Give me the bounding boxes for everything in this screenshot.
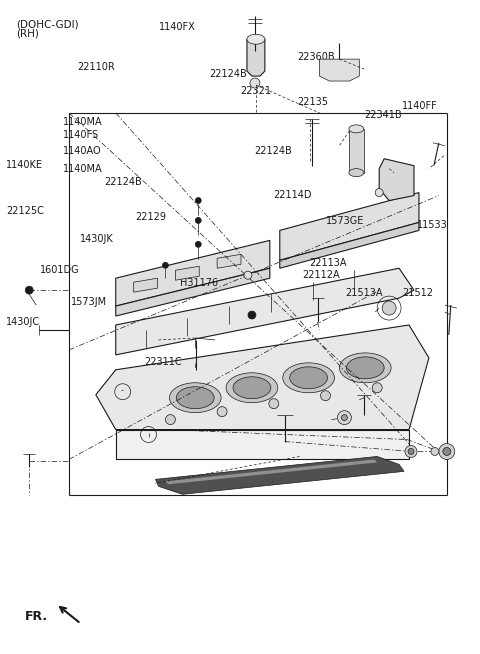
Ellipse shape [339, 353, 391, 383]
Polygon shape [217, 254, 241, 268]
Polygon shape [166, 460, 377, 485]
Ellipse shape [283, 363, 335, 392]
Ellipse shape [176, 387, 214, 409]
Text: 1140FF: 1140FF [402, 101, 438, 111]
Polygon shape [349, 129, 364, 173]
Polygon shape [116, 430, 409, 460]
Circle shape [337, 411, 351, 424]
Polygon shape [175, 266, 199, 280]
Text: 1430JC: 1430JC [6, 317, 40, 327]
Polygon shape [379, 159, 414, 201]
Circle shape [443, 447, 451, 455]
Text: 1430JK: 1430JK [80, 234, 114, 244]
Circle shape [162, 262, 168, 268]
Circle shape [321, 390, 330, 401]
Text: 22360B: 22360B [297, 52, 335, 61]
Polygon shape [247, 39, 265, 76]
Text: 22321: 22321 [240, 86, 271, 96]
Circle shape [405, 445, 417, 457]
Circle shape [372, 383, 382, 392]
Circle shape [166, 415, 175, 424]
Text: (RH): (RH) [16, 29, 38, 39]
Ellipse shape [347, 357, 384, 379]
Text: 21513A: 21513A [345, 288, 383, 298]
Circle shape [375, 188, 383, 197]
Circle shape [382, 301, 396, 315]
Text: 22124B: 22124B [254, 146, 292, 156]
Text: 22114D: 22114D [274, 190, 312, 201]
Polygon shape [280, 222, 419, 268]
Text: 1140FX: 1140FX [159, 22, 196, 33]
Text: 22124B: 22124B [104, 177, 142, 187]
Polygon shape [280, 192, 419, 260]
Polygon shape [96, 325, 429, 430]
Circle shape [25, 286, 33, 294]
Text: 22110R: 22110R [78, 61, 116, 71]
Circle shape [250, 78, 260, 88]
Text: 1140FS: 1140FS [63, 130, 99, 140]
Text: 22135: 22135 [297, 97, 328, 107]
Ellipse shape [349, 169, 364, 177]
Circle shape [244, 271, 252, 279]
Text: 22125C: 22125C [6, 206, 44, 216]
Ellipse shape [247, 34, 265, 44]
Text: 1140MA: 1140MA [63, 117, 103, 127]
Text: FR.: FR. [25, 610, 48, 623]
Polygon shape [116, 241, 270, 306]
Polygon shape [320, 59, 360, 81]
Ellipse shape [169, 383, 221, 413]
Polygon shape [116, 268, 270, 316]
Text: 22112A: 22112A [302, 270, 340, 280]
Circle shape [431, 447, 439, 455]
Circle shape [341, 415, 348, 421]
Text: (DOHC-GDI): (DOHC-GDI) [16, 19, 78, 29]
Circle shape [269, 399, 279, 409]
Text: 1573JM: 1573JM [71, 298, 107, 307]
Text: 1601DG: 1601DG [39, 266, 79, 275]
Text: 1140AO: 1140AO [63, 146, 102, 156]
Text: 11533: 11533 [417, 220, 447, 230]
Polygon shape [156, 456, 404, 494]
Text: 22113A: 22113A [309, 258, 347, 268]
Circle shape [195, 198, 201, 203]
Circle shape [217, 407, 227, 417]
Ellipse shape [290, 367, 327, 388]
Text: H31176: H31176 [180, 278, 218, 288]
Text: 22124B: 22124B [209, 69, 247, 79]
Circle shape [439, 443, 455, 460]
Circle shape [248, 311, 256, 319]
Ellipse shape [349, 125, 364, 133]
Ellipse shape [226, 373, 278, 403]
Ellipse shape [233, 377, 271, 399]
Text: 1140MA: 1140MA [63, 164, 103, 175]
Text: 1140KE: 1140KE [6, 160, 43, 171]
Text: 21512: 21512 [402, 288, 433, 298]
Text: 22341B: 22341B [364, 111, 402, 120]
Circle shape [195, 241, 201, 247]
Polygon shape [133, 278, 157, 292]
Polygon shape [116, 268, 414, 355]
Circle shape [195, 218, 201, 224]
Text: 22311C: 22311C [144, 356, 182, 366]
Circle shape [408, 449, 414, 455]
Text: 22129: 22129 [135, 212, 166, 222]
Text: 1573GE: 1573GE [326, 216, 364, 226]
